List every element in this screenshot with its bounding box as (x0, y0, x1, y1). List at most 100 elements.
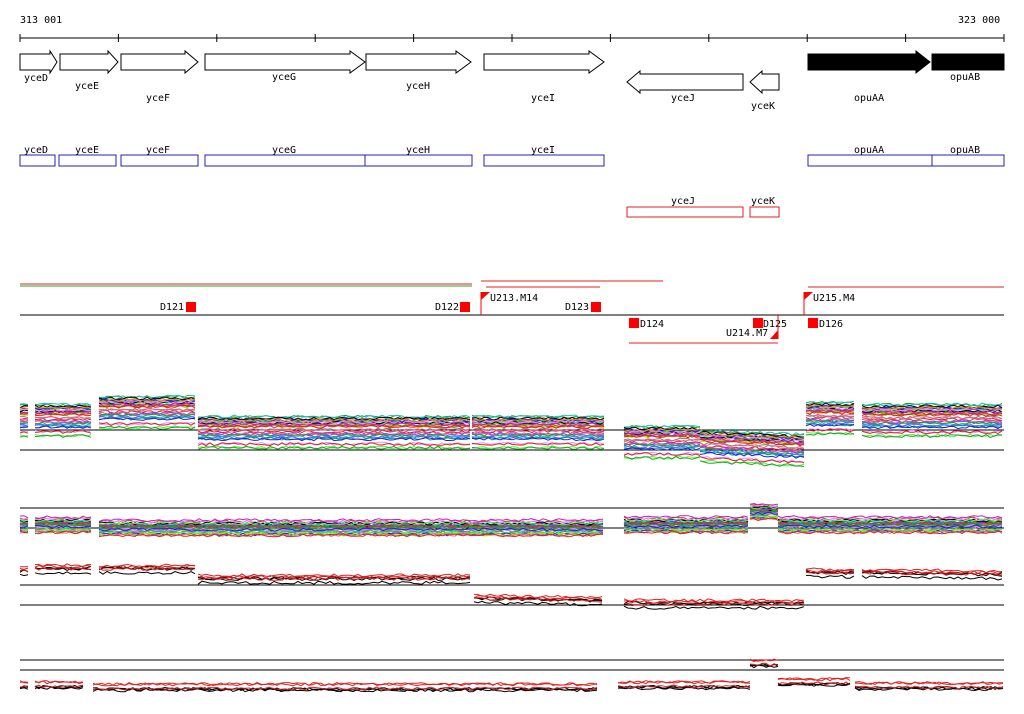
expression-profile-line (19, 519, 29, 522)
marker-D121[interactable] (186, 302, 196, 312)
expression-profile-line (98, 527, 604, 532)
expression-profile-line (854, 681, 1004, 686)
feature-box-yceD[interactable] (19, 154, 56, 167)
expression-profile-line (806, 574, 855, 579)
gene-arrow-yceK[interactable] (749, 69, 780, 95)
expression-profile-line (98, 521, 604, 526)
coordinate-ruler: 313 001 323 000 (19, 15, 1005, 42)
expression-profile-line (19, 424, 29, 427)
expression-profile-line (197, 576, 471, 581)
feature-label-yceI: yceI (531, 145, 555, 156)
expression-profile-line (471, 436, 605, 441)
expression-profile-line (861, 412, 1003, 417)
flag-U213[interactable] (481, 292, 490, 300)
expression-profile-line (805, 408, 855, 413)
ruler-ticks (19, 34, 1005, 42)
gene-arrow-yceF[interactable] (120, 49, 199, 75)
expression-profile-line (34, 563, 92, 568)
expression-profile-line (197, 428, 471, 433)
gene-arrow-yceJ[interactable] (626, 69, 744, 95)
gene-arrow-opuAB[interactable] (931, 53, 1005, 71)
marker-D124[interactable] (629, 318, 639, 328)
expression-profile-line (861, 404, 1003, 409)
gene-arrow-yceG[interactable] (204, 50, 366, 74)
expression-profile-line (623, 530, 749, 535)
expression-profile-line (777, 677, 851, 682)
segment-track: D121 D122 D123 D124 D125 D126 U213.M14 U… (20, 280, 1004, 344)
expression-profile-line (471, 424, 604, 429)
flag-U215[interactable] (804, 292, 813, 300)
expression-profile-line (19, 403, 29, 406)
expression-profile-line (699, 429, 805, 436)
feature-track-forward (19, 154, 1005, 167)
expression-profile-line (777, 530, 1003, 535)
flag-U214[interactable] (770, 330, 778, 339)
expression-profile-line (34, 525, 92, 530)
feature-label-opuAA: opuAA (854, 145, 884, 156)
feature-track-reverse (626, 206, 780, 218)
expression-profile-line (35, 420, 92, 425)
ruler-start-label: 313 001 (20, 15, 62, 26)
expression-profile-line (623, 518, 749, 523)
expression-profile-line (623, 515, 749, 520)
segment-label-U215: U215.M4 (813, 293, 855, 304)
expression-profile-line (34, 680, 84, 685)
expression-profile-line (471, 442, 605, 446)
expression-profile-line (699, 451, 805, 459)
gene-arrow-yceE[interactable] (59, 49, 119, 75)
expression-profile-line (623, 430, 701, 435)
track4-profile-lines (19, 658, 1004, 693)
gene-label-yceG: yceG (272, 72, 296, 83)
marker-label-D123: D123 (565, 302, 589, 313)
expression-profile-line (805, 414, 855, 418)
expression-profile-line (34, 521, 92, 526)
gene-arrow-yceI[interactable] (483, 50, 605, 74)
feature-box-yceF[interactable] (120, 154, 199, 167)
marker-D125[interactable] (753, 318, 763, 328)
track2-profile-lines (19, 502, 1003, 538)
expression-profile-line (777, 522, 1003, 527)
expression-profile-line (749, 509, 779, 514)
expression-track-4 (19, 658, 1004, 693)
marker-D122[interactable] (460, 302, 470, 312)
gene-label-yceH: yceH (406, 81, 430, 92)
expression-profile-line (34, 404, 92, 409)
marker-label-D124: D124 (640, 319, 664, 330)
feature-box-yceE[interactable] (58, 154, 117, 167)
expression-profile-line (805, 419, 855, 423)
gene-arrow-yceH[interactable] (365, 50, 472, 74)
expression-profile-line (623, 432, 701, 437)
expression-profile-line (197, 424, 471, 429)
expression-profile-line (699, 446, 805, 454)
expression-profile-line (19, 680, 29, 684)
marker-D123[interactable] (591, 302, 601, 312)
expression-profile-line (623, 437, 701, 442)
expression-profile-line (34, 410, 92, 415)
expression-profile-line (98, 533, 604, 538)
feature-box-yceH[interactable] (364, 154, 473, 167)
feature-box-opuAA[interactable] (807, 154, 933, 167)
track1-profile-lines (19, 394, 1003, 467)
expression-profile-line (623, 524, 749, 529)
feature-box-yceI[interactable] (483, 154, 605, 167)
gene-arrow-yceD[interactable] (19, 49, 58, 75)
feature-box-yceJ[interactable] (626, 206, 744, 218)
marker-D126[interactable] (808, 318, 818, 328)
gene-arrow-opuAA[interactable] (807, 49, 931, 75)
feature-box-yceK[interactable] (749, 206, 780, 218)
expression-profile-line (861, 568, 1003, 574)
feature-box-opuAB[interactable] (931, 154, 1005, 167)
expression-profile-line (20, 416, 29, 419)
segment-label-U213: U213.M14 (490, 293, 538, 304)
expression-profile-line (98, 567, 196, 571)
expression-profile-line (98, 563, 196, 568)
expression-profile-line (197, 437, 471, 442)
expression-profile-line (92, 686, 598, 691)
expression-profile-line (19, 515, 29, 519)
expression-profile-line (19, 407, 29, 410)
feature-label-yceK: yceK (751, 196, 775, 207)
expression-profile-line (473, 600, 603, 607)
expression-profile-line (34, 566, 92, 571)
feature-box-yceG[interactable] (204, 154, 366, 167)
